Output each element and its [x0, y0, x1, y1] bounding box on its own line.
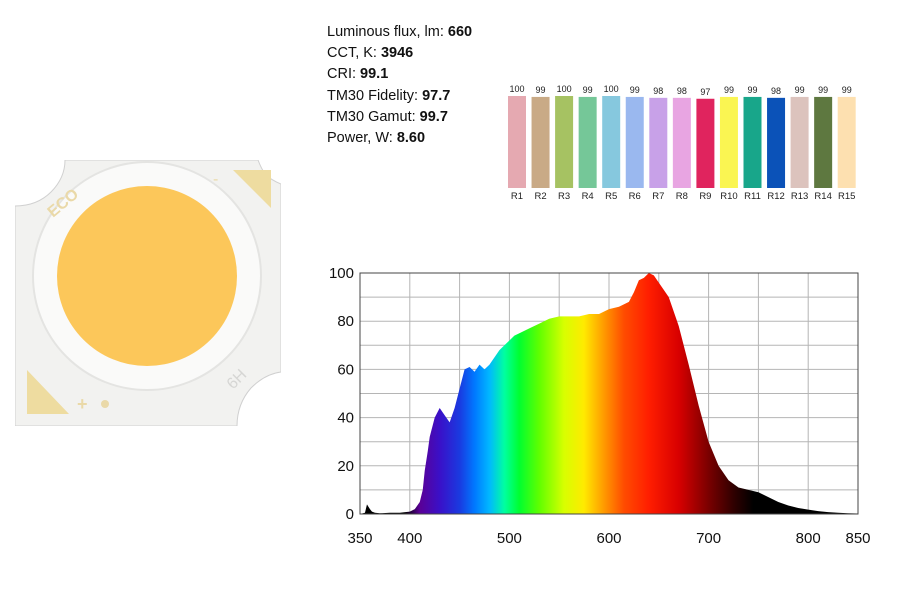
cri-value-label: 98	[771, 86, 781, 96]
cri-bar-r13	[790, 96, 809, 188]
cri-bar-r10	[719, 96, 738, 188]
cri-bar-r3	[555, 96, 574, 188]
cri-category-label: R8	[676, 191, 688, 202]
spec-row: CCT, K: 3946	[327, 43, 472, 64]
phosphor-circle	[57, 186, 237, 366]
cri-bar-r6	[625, 96, 644, 188]
spec-label: CCT, K:	[327, 45, 381, 62]
spec-row: CRI: 99.1	[327, 64, 472, 85]
y-tick-label: 80	[337, 313, 354, 330]
cri-category-label: R4	[582, 191, 594, 202]
spec-value: 99.1	[360, 66, 389, 83]
cri-category-label: R14	[814, 191, 831, 202]
cri-bar-r5	[602, 96, 621, 188]
spec-row: Power, W: 8.60	[327, 128, 472, 149]
x-tick-label: 600	[596, 530, 621, 547]
cri-category-label: R2	[534, 191, 546, 202]
cri-bar-chart: 100 R1 99 R2 100 R3 99 R4 100 R5 99 R6 98 R7 98 R8 97 R9 9…	[508, 84, 856, 202]
cri-value-label: 98	[677, 86, 687, 96]
spec-label: Luminous flux, lm:	[327, 24, 448, 40]
cri-category-label: R13	[791, 191, 808, 202]
spec-label: TM30 Gamut:	[327, 108, 420, 125]
pad-top-right	[233, 170, 271, 208]
chip-plus-text: +	[77, 394, 88, 414]
spec-value: 3946	[380, 45, 414, 62]
y-tick-label: 60	[337, 361, 354, 378]
cri-value-label: 97	[700, 87, 710, 97]
cri-category-label: R6	[629, 191, 641, 202]
cri-value-label: 100	[604, 84, 619, 94]
chip-minus-text: -	[213, 171, 218, 188]
plot-frame	[359, 272, 859, 515]
cri-bar-r7	[649, 97, 668, 188]
x-tick-label: 700	[696, 530, 721, 547]
x-tick-label: 400	[397, 530, 422, 547]
cri-bar-r2	[531, 96, 550, 188]
cri-value-label: 100	[509, 84, 524, 94]
specs-block: Luminous flux, lm: 660 CCT, K: 3946 CRI: 9…	[327, 22, 472, 149]
cri-bar-r11	[743, 96, 762, 188]
x-tick-label: 800	[796, 530, 821, 547]
spec-label: Power, W:	[327, 130, 397, 147]
spec-row: Luminous flux, lm: 660	[327, 22, 472, 43]
cri-value-label: 99	[818, 85, 828, 95]
cri-value-label: 98	[653, 86, 663, 96]
cri-category-label: R11	[744, 191, 761, 202]
cri-value-label: 99	[630, 85, 640, 95]
spec-value: 99.7	[419, 108, 448, 125]
cri-value-label: 99	[747, 85, 757, 95]
cri-value-label: 100	[557, 84, 572, 94]
cri-bar-r8	[672, 97, 691, 188]
cri-value-label: 99	[724, 85, 734, 95]
cri-bar-r14	[814, 96, 833, 188]
cri-category-label: R5	[605, 191, 617, 202]
y-tick-label: 40	[337, 410, 354, 427]
spec-label: CRI:	[327, 66, 361, 83]
x-tick-label: 500	[497, 530, 522, 547]
spec-value: 97.7	[422, 87, 451, 104]
cri-value-label: 99	[536, 85, 546, 95]
y-tick-label: 20	[337, 458, 354, 475]
cri-value-label: 99	[583, 85, 593, 95]
spec-value: 660	[447, 24, 473, 40]
chip-dot	[101, 400, 109, 408]
y-tick-label: 0	[346, 506, 354, 523]
cri-category-label: R9	[699, 191, 711, 202]
spec-row: TM30 Fidelity: 97.7	[327, 86, 472, 107]
spec-label: TM30 Fidelity:	[327, 87, 423, 104]
spec-value: 8.60	[396, 130, 426, 147]
cri-value-label: 99	[795, 85, 805, 95]
cri-bar-r15	[837, 96, 856, 188]
cri-bar-r12	[767, 97, 786, 188]
cri-bar-r9	[696, 98, 715, 188]
spectrum-chart: 0 20 40 60 80 100 350 400 500 600 700 800 850	[329, 265, 871, 547]
cri-category-label: R7	[652, 191, 664, 202]
cri-category-label: R12	[767, 191, 784, 202]
cri-bar-r1	[508, 96, 526, 188]
x-tick-label: 850	[845, 530, 870, 547]
pad-bottom-left	[27, 370, 69, 414]
spec-row: TM30 Gamut: 99.7	[327, 107, 472, 128]
y-tick-label: 100	[329, 265, 354, 282]
cri-category-label: R1	[511, 191, 523, 202]
cri-category-label: R3	[558, 191, 570, 202]
cri-value-label: 99	[842, 85, 852, 95]
cri-category-label: R10	[720, 191, 737, 202]
led-chip-image: ECO 6H + -	[15, 160, 281, 426]
cri-bar-r4	[578, 96, 597, 188]
cri-category-label: R15	[838, 191, 855, 202]
x-tick-label: 350	[347, 530, 372, 547]
